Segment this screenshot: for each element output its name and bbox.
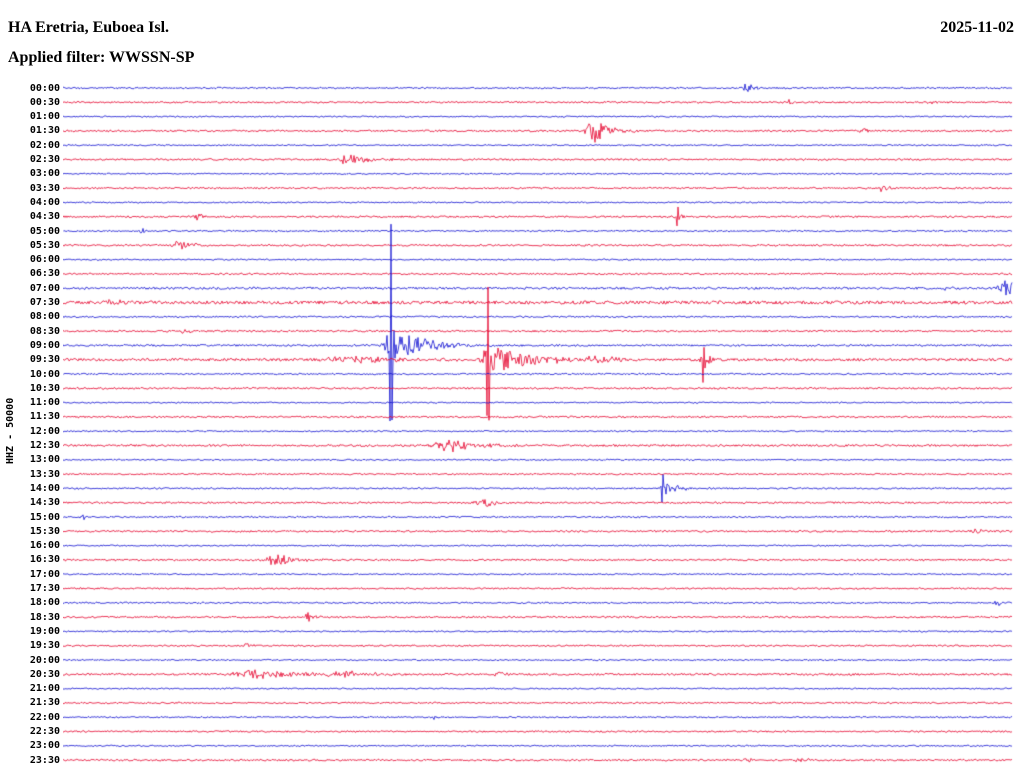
time-label: 23:00 [29,740,60,752]
time-label: 17:30 [29,583,60,594]
time-label: 13:00 [29,454,60,466]
time-label: 06:00 [29,254,60,266]
time-label: 03:30 [29,182,60,194]
time-label: 00:30 [29,96,60,108]
time-label: 21:30 [29,697,60,709]
time-label: 03:00 [29,168,60,180]
time-label: 21:00 [29,683,60,695]
time-label: 06:30 [29,268,60,280]
station-title: HA Eretria, Euboea Isl. [8,19,170,36]
time-label: 19:00 [29,625,60,637]
seismogram-canvas [63,80,1015,772]
time-label: 22:00 [29,711,60,723]
time-label: 02:30 [29,154,60,165]
time-label: 14:00 [29,482,60,494]
time-label: 20:30 [29,668,60,680]
time-label: 16:30 [29,554,60,566]
time-label: 07:30 [29,297,60,308]
time-label: 04:00 [29,196,60,208]
time-label: 01:30 [29,125,60,137]
time-label: 11:30 [29,411,60,423]
time-label: 10:30 [29,382,60,394]
time-label: 07:00 [29,282,60,294]
time-label: 08:30 [29,325,60,337]
time-label: 15:00 [29,511,60,523]
time-label: 14:30 [29,497,60,509]
time-label: 18:30 [29,611,60,623]
time-label: 11:00 [29,397,60,409]
time-label: 13:30 [29,468,60,480]
time-label: 12:30 [29,440,60,451]
time-label: 09:30 [29,354,60,366]
time-label: 15:30 [29,525,60,537]
time-label: 05:30 [29,239,60,251]
time-label: 00:00 [29,82,60,94]
time-label: 16:00 [29,540,60,552]
time-label: 02:00 [29,139,60,151]
time-label: 04:30 [29,211,60,223]
time-label: 08:00 [29,311,60,323]
date-label: 2025-11-02 [940,19,1014,36]
time-label: 12:00 [29,425,60,437]
time-label: 18:00 [29,597,60,609]
time-label: 09:00 [29,339,60,351]
time-label: 17:00 [29,568,60,580]
time-axis: 00:00 00:30 01:00 01:30 02:00 02:30 03:00 03:30… [0,0,61,780]
time-label: 22:30 [29,726,60,737]
time-label: 23:30 [29,754,60,766]
filter-label: Applied filter: WWSSN-SP [8,49,195,66]
time-label: 20:00 [29,654,60,666]
time-label: 05:00 [29,225,60,237]
time-label: 10:00 [29,368,60,380]
time-label: 19:30 [29,640,60,652]
time-label: 01:00 [29,111,60,123]
